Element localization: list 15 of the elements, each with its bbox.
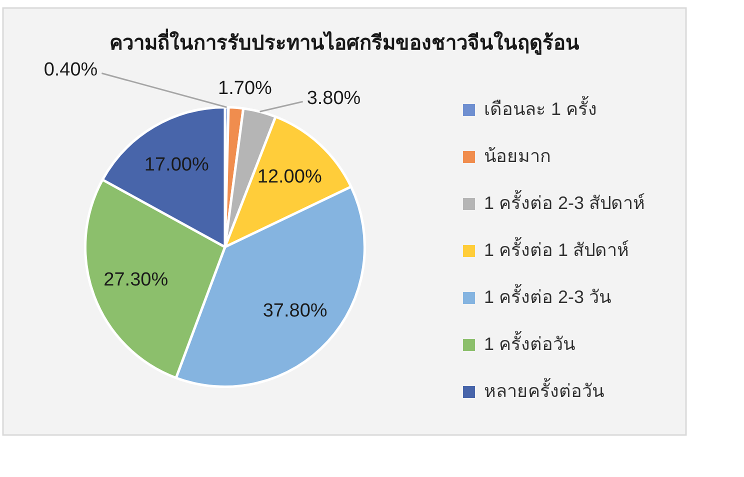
data-label: 27.30% bbox=[104, 269, 168, 290]
data-label: 12.00% bbox=[257, 166, 322, 188]
legend-label: 1 ครั้งต่อ 2-3 วัน bbox=[484, 284, 612, 307]
legend-label: น้อยมาก bbox=[484, 146, 551, 166]
legend-label: หลายครั้งต่อวัน bbox=[484, 378, 604, 401]
legend-label: 1 ครั้งต่อ 1 สัปดาห์ bbox=[484, 236, 630, 260]
legend-label: เดือนละ 1 ครั้ง bbox=[484, 96, 598, 119]
data-label: 3.80% bbox=[306, 88, 361, 109]
data-label: 1.70% bbox=[218, 78, 272, 99]
data-label: 17.00% bbox=[144, 154, 209, 176]
legend-label: 1 ครั้งต่อ 2-3 สัปดาห์ bbox=[484, 190, 646, 213]
chart-title: ความถี่ในการรับประทานไอศกรีมของชาวจีนในฤดูร้อน bbox=[110, 28, 580, 57]
legend-label: 1 ครั้งต่อวัน bbox=[484, 330, 576, 354]
data-label: 37.80% bbox=[262, 300, 328, 322]
data-label: 0.40% bbox=[44, 59, 98, 80]
